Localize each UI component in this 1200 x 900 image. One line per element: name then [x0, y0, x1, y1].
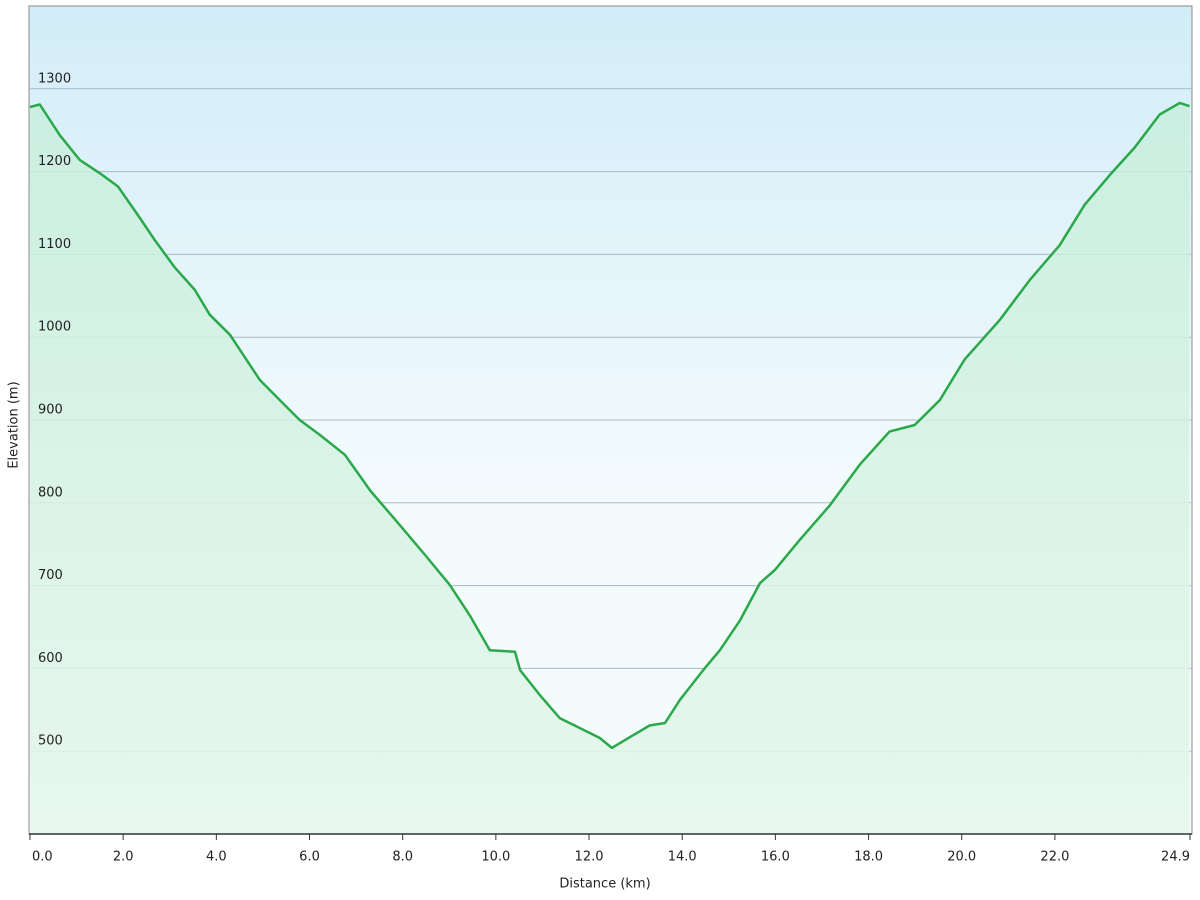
x-tick-label: 8.0: [392, 850, 413, 865]
y-tick-label: 1000: [38, 320, 71, 335]
y-tick-label: 600: [38, 651, 63, 666]
x-tick-label: 0.0: [32, 850, 53, 865]
y-tick-label: 700: [38, 568, 63, 583]
x-tick-label: 2.0: [113, 850, 134, 865]
y-tick-label: 900: [38, 403, 63, 418]
x-tick-label: 18.0: [854, 850, 883, 865]
x-axis-title: Distance (km): [559, 877, 650, 892]
x-tick-label: 22.0: [1040, 850, 1069, 865]
x-tick-label: 4.0: [206, 850, 227, 865]
x-tick-label: 24.9: [1161, 850, 1190, 865]
y-axis-title: Elevation (m): [7, 381, 22, 468]
y-tick-label: 1300: [38, 71, 71, 86]
x-tick-label: 20.0: [947, 850, 976, 865]
elevation-line: [29, 101, 1190, 750]
y-tick-label: 500: [38, 734, 63, 749]
x-tick-label: 12.0: [575, 850, 604, 865]
x-tick-label: 10.0: [481, 850, 510, 865]
elevation-area: [30, 102, 1190, 834]
x-tick-label: 6.0: [299, 850, 320, 865]
y-tick-label: 1200: [38, 154, 71, 169]
x-tick-label: 14.0: [668, 850, 697, 865]
y-tick-label: 800: [38, 485, 63, 500]
x-tick-label: 16.0: [761, 850, 790, 865]
plot-layer: [29, 88, 1192, 834]
y-tick-label: 1100: [38, 237, 71, 252]
